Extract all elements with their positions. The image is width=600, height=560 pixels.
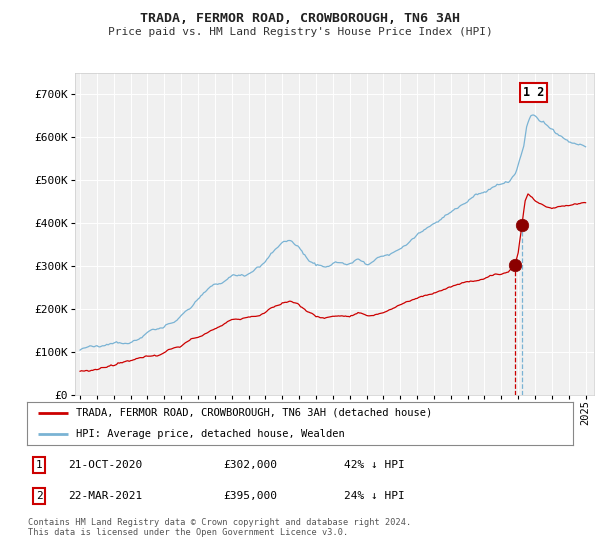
Text: TRADA, FERMOR ROAD, CROWBOROUGH, TN6 3AH (detached house): TRADA, FERMOR ROAD, CROWBOROUGH, TN6 3AH…: [76, 408, 433, 418]
Text: 22-MAR-2021: 22-MAR-2021: [68, 491, 142, 501]
Text: £302,000: £302,000: [224, 460, 278, 470]
Text: 1 2: 1 2: [523, 86, 544, 99]
Text: £395,000: £395,000: [224, 491, 278, 501]
Text: 2: 2: [35, 491, 43, 501]
Text: 21-OCT-2020: 21-OCT-2020: [68, 460, 142, 470]
Text: 24% ↓ HPI: 24% ↓ HPI: [344, 491, 404, 501]
Text: Price paid vs. HM Land Registry's House Price Index (HPI): Price paid vs. HM Land Registry's House …: [107, 27, 493, 37]
Text: TRADA, FERMOR ROAD, CROWBOROUGH, TN6 3AH: TRADA, FERMOR ROAD, CROWBOROUGH, TN6 3AH: [140, 12, 460, 25]
Text: 42% ↓ HPI: 42% ↓ HPI: [344, 460, 404, 470]
Text: HPI: Average price, detached house, Wealden: HPI: Average price, detached house, Weal…: [76, 429, 345, 439]
Text: Contains HM Land Registry data © Crown copyright and database right 2024.
This d: Contains HM Land Registry data © Crown c…: [28, 518, 412, 538]
Text: 1: 1: [35, 460, 43, 470]
